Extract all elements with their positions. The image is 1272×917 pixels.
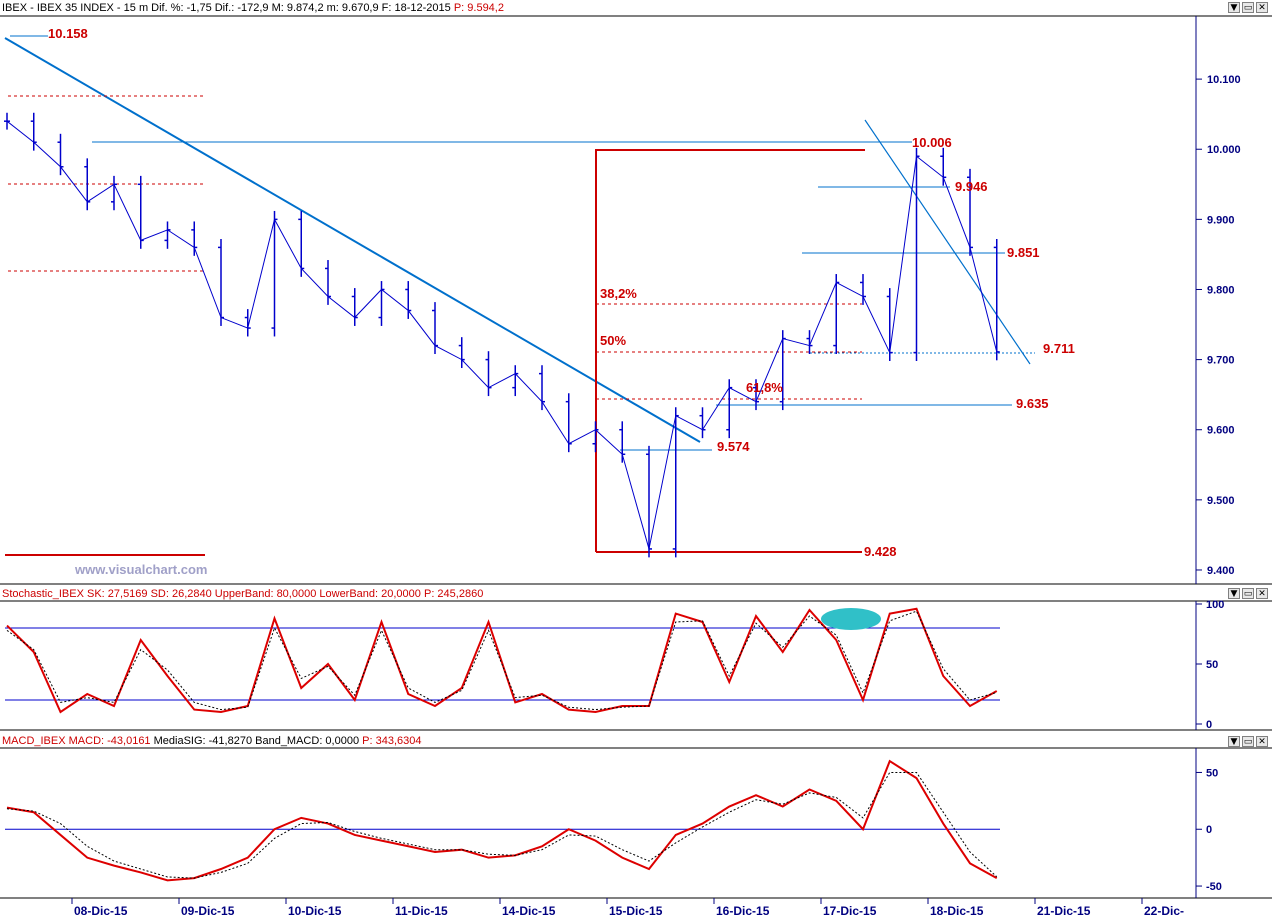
level-label-9574: 9.574 (717, 439, 750, 454)
price-close-line (6, 120, 998, 550)
level-label-9946: 9.946 (955, 179, 988, 194)
level-label-9851: 9.851 (1007, 245, 1040, 260)
macd-signal-line (6, 771, 998, 879)
price-y-tick-label: 9.500 (1207, 495, 1235, 507)
x-tick-label: 10-Dic-15 (288, 904, 342, 917)
fibo-range-frame (595, 149, 865, 552)
stoch-panel-stats: Stochastic_IBEX SK: 27,5169 SD: 26,2840 … (2, 588, 421, 600)
stoch-panel-last: P: 245,2860 (423, 588, 484, 600)
fib-label-50: 50% (600, 333, 626, 348)
stoch-close-icon[interactable]: ✕ (1256, 588, 1268, 599)
stoch-y-tick-label: 100 (1206, 599, 1224, 611)
level-label-9635: 9.635 (1016, 396, 1049, 411)
price-panel-stats: IBEX - IBEX 35 INDEX - 15 m Dif. %: -1,7… (2, 2, 451, 14)
price-y-tick-label: 9.600 (1207, 425, 1235, 437)
x-tick-label: 09-Dic-15 (181, 904, 235, 917)
short-downtrend-line (864, 119, 1031, 365)
price-y-tick-label: 9.700 (1207, 355, 1235, 367)
macd-panel-signal: MediaSIG: -41,8270 Band_MACD: 0,0000 (153, 735, 360, 747)
watermark: www.visualchart.com (74, 562, 207, 577)
macd-panel-last: P: 343,6304 (362, 735, 422, 747)
price-y-tick-label: 10.100 (1207, 74, 1241, 86)
level-label-9711: 9.711 (1043, 341, 1075, 356)
level-label-9428: 9.428 (864, 544, 897, 559)
price-y-tick-label: 9.400 (1207, 565, 1235, 577)
macd-series (6, 759, 998, 882)
level-label-10158: 10.158 (48, 26, 88, 41)
price-y-tick-label: 10.000 (1207, 144, 1241, 156)
x-tick-label: 11-Dic-15 (395, 904, 448, 917)
x-tick-label: 15-Dic-15 (609, 904, 663, 917)
close-icon[interactable]: ✕ (1256, 2, 1268, 13)
macd-panel-title: MACD_IBEX MACD: -43,0161 MediaSIG: -41,8… (2, 734, 422, 748)
maximize-icon[interactable]: ▭ (1242, 2, 1254, 13)
macd-maximize-icon[interactable]: ▭ (1242, 736, 1254, 747)
x-tick-label: 21-Dic-15 (1037, 904, 1091, 917)
price-panel-last: P: 9.594,2 (453, 2, 504, 14)
macd-y-tick-label: -50 (1206, 881, 1222, 893)
minimize-icon[interactable]: ▼ (1228, 2, 1240, 13)
x-tick-label: 14-Dic-15 (502, 904, 556, 917)
x-tick-label: 18-Dic-15 (930, 904, 984, 917)
stoch-sd-line (6, 610, 997, 711)
chart-drawings (4, 35, 1035, 556)
price-series (4, 112, 1000, 558)
macd-line (6, 759, 998, 882)
price-y-tick-label: 9.900 (1207, 214, 1235, 226)
stoch-panel-title: Stochastic_IBEX SK: 27,5169 SD: 26,2840 … (2, 587, 483, 601)
x-tick-label: 17-Dic-15 (823, 904, 877, 917)
stoch-series (6, 607, 998, 714)
stoch-maximize-icon[interactable]: ▭ (1242, 588, 1254, 599)
stoch-y-tick-label: 50 (1206, 659, 1218, 671)
macd-minimize-icon[interactable]: ▼ (1228, 736, 1240, 747)
fib-label-618: 61,8% (746, 380, 783, 395)
price-panel-title: IBEX - IBEX 35 INDEX - 15 m Dif. %: -1,7… (2, 1, 504, 15)
stoch-sk-line (6, 607, 998, 714)
overbought-highlight (821, 608, 881, 630)
fib-label-382: 38,2% (600, 286, 637, 301)
macd-panel-value: MACD_IBEX MACD: -43,0161 (2, 735, 151, 747)
macd-y-tick-label: 0 (1206, 824, 1212, 836)
macd-y-tick-label: 50 (1206, 767, 1218, 779)
main-downtrend-line (4, 37, 701, 443)
price-y-tick-label: 9.800 (1207, 284, 1235, 296)
macd-close-icon[interactable]: ✕ (1256, 736, 1268, 747)
level-label-10006: 10.006 (912, 135, 952, 150)
x-tick-label: 16-Dic-15 (716, 904, 770, 917)
stoch-minimize-icon[interactable]: ▼ (1228, 588, 1240, 599)
stoch-y-tick-label: 0 (1206, 719, 1212, 731)
x-tick-label: 08-Dic-15 (74, 904, 128, 917)
x-tick-label: 22-Dic- (1144, 904, 1184, 917)
